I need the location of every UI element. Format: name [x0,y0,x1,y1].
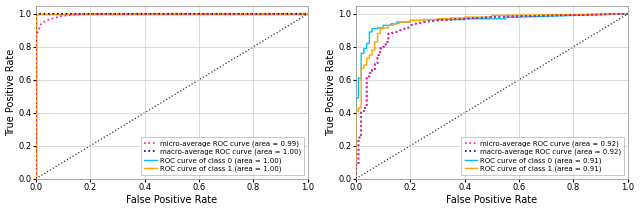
X-axis label: False Positive Rate: False Positive Rate [446,195,538,205]
Y-axis label: True Positive Rate: True Positive Rate [326,49,335,136]
Legend: micro-average ROC curve (area = 0.92), macro-average ROC curve (area = 0.92), RO: micro-average ROC curve (area = 0.92), m… [461,137,625,175]
X-axis label: False Positive Rate: False Positive Rate [126,195,218,205]
Legend: micro-average ROC curve (area = 0.99), macro-average ROC curve (area = 1.00), RO: micro-average ROC curve (area = 0.99), m… [141,137,305,175]
Y-axis label: True Positive Rate: True Positive Rate [6,49,15,136]
